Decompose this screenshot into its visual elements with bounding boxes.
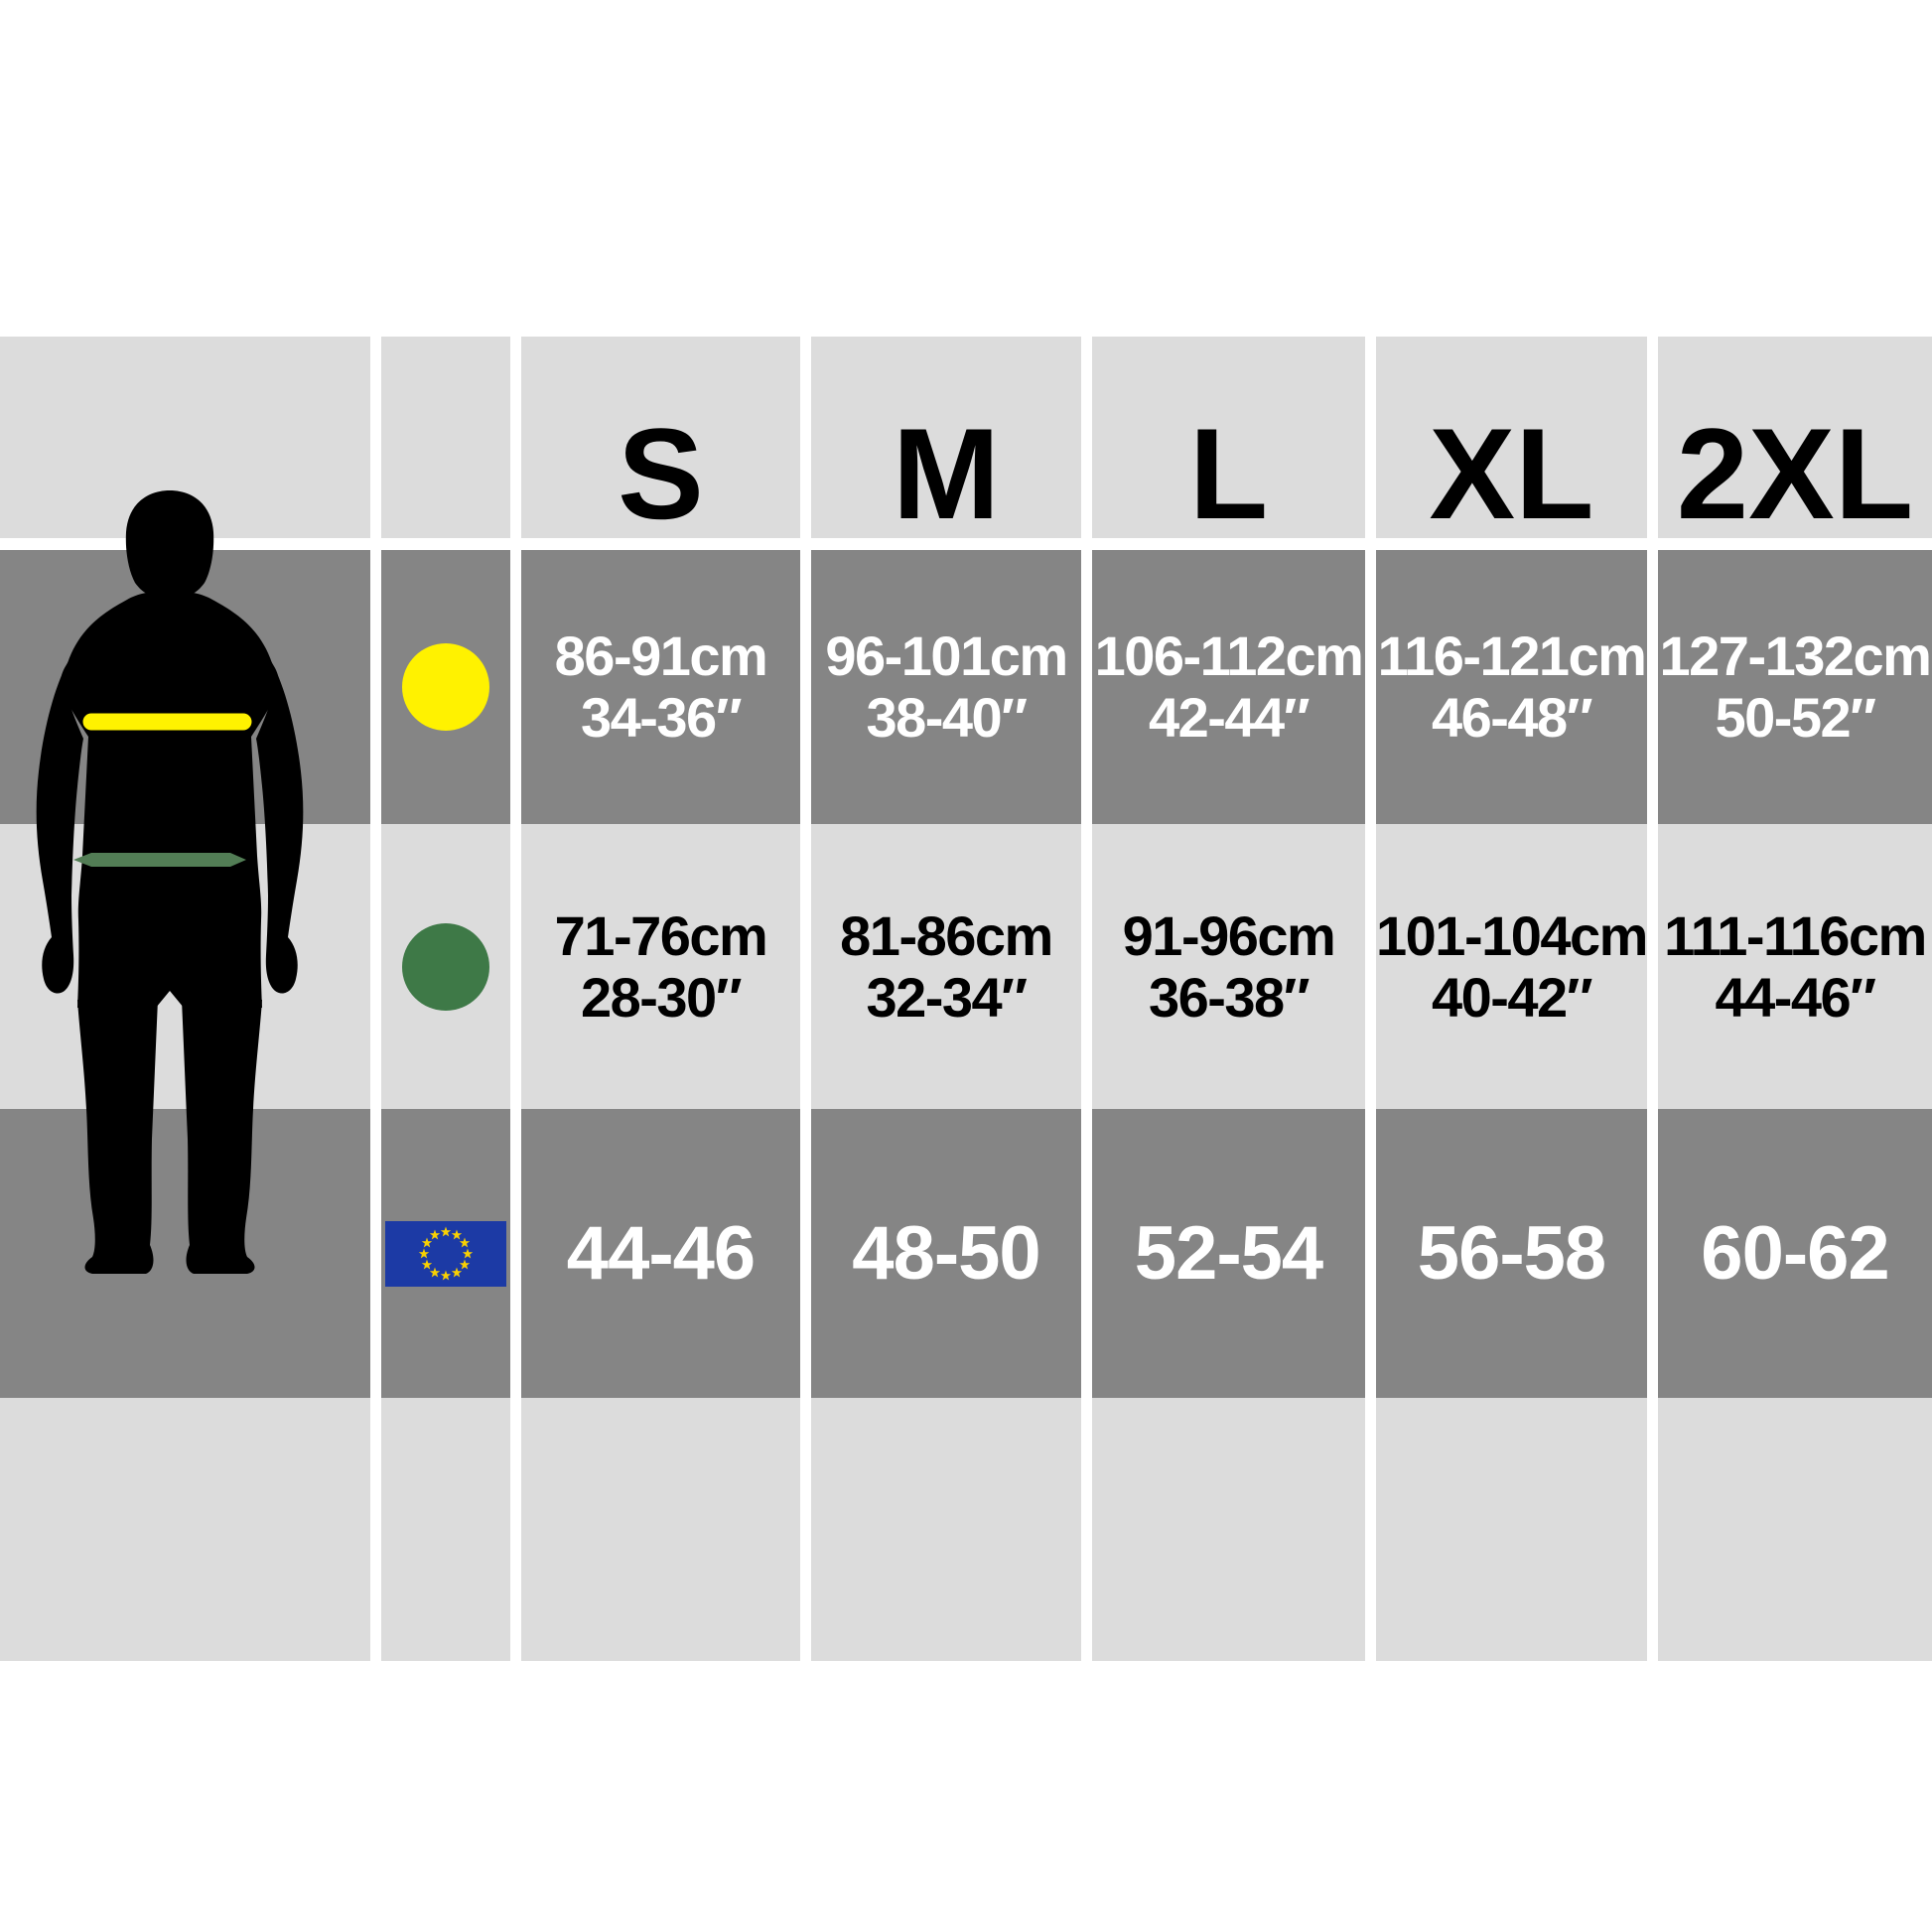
bottom-band: [811, 1398, 1081, 1661]
silhouette-head: [125, 490, 214, 599]
header-cell-l: L: [1092, 337, 1365, 538]
waist-inch-value: 28-30″: [580, 965, 743, 1029]
chest-cell-xl: 116-121cm 46-48″: [1376, 550, 1647, 824]
chest-inch-value: 50-52″: [1715, 686, 1876, 749]
chest-inch-value: 38-40″: [866, 686, 1028, 749]
waist-inch-value: 40-42″: [1431, 965, 1593, 1029]
bottom-band: [1092, 1398, 1365, 1661]
bottom-band: [1658, 1398, 1932, 1661]
header-gap: [1658, 538, 1932, 550]
marker-column-header-band: [381, 337, 510, 538]
chest-cm-value: 96-101cm: [825, 624, 1068, 687]
waist-cm-value: 71-76cm: [554, 903, 768, 967]
header-gap: [381, 538, 510, 550]
waist-cm-value: 91-96cm: [1122, 903, 1336, 967]
eu-cell-l: 52-54: [1092, 1109, 1365, 1398]
waist-cell-l: 91-96cm 36-38″: [1092, 824, 1365, 1109]
header-cell-s: S: [521, 337, 800, 538]
waist-cell-2xl: 111-116cm 44-46″: [1658, 824, 1932, 1109]
header-cell-m: M: [811, 337, 1081, 538]
eu-flag-icon: [385, 1220, 506, 1287]
waist-measure-line: [73, 853, 246, 867]
header-cell-xl: XL: [1376, 337, 1647, 538]
chest-cm-value: 116-121cm: [1377, 624, 1647, 687]
waist-cell-s: 71-76cm 28-30″: [521, 824, 800, 1109]
waist-cm-value: 111-116cm: [1664, 903, 1927, 967]
chest-cell-m: 96-101cm 38-40″: [811, 550, 1081, 824]
header-cell-2xl: 2XL: [1658, 337, 1932, 538]
eu-cell-s: 44-46: [521, 1109, 800, 1398]
chest-cell-2xl: 127-132cm 50-52″: [1658, 550, 1932, 824]
waist-cell-xl: 101-104cm 40-42″: [1376, 824, 1648, 1109]
bottom-band: [521, 1398, 800, 1661]
green-circle-icon: [402, 922, 489, 1011]
waist-cell-m: 81-86cm 32-34″: [811, 824, 1081, 1109]
chest-cm-value: 127-132cm: [1659, 624, 1932, 687]
chest-cell-s: 86-91cm 34-36″: [521, 550, 800, 824]
figure-column-eu-band: [0, 1109, 370, 1398]
chest-marker-cell: [381, 550, 510, 824]
waist-cm-value: 81-86cm: [840, 903, 1053, 967]
chest-cell-l: 106-112cm 42-44″: [1092, 550, 1365, 824]
chest-cm-value: 106-112cm: [1094, 624, 1364, 687]
male-body-silhouette: [36, 490, 304, 1274]
waist-inch-value: 36-38″: [1148, 965, 1311, 1029]
chest-cm-value: 86-91cm: [554, 624, 768, 687]
yellow-circle-icon: [402, 643, 489, 731]
waist-marker-cell: [381, 824, 510, 1109]
header-gap: [521, 538, 800, 550]
header-gap: [1092, 538, 1365, 550]
silhouette-left-leg: [77, 1000, 158, 1274]
size-table: S M L XL 2XL 86-91cm 34-36″ 96-101cm 38-…: [0, 337, 1932, 1661]
chest-inch-value: 42-44″: [1148, 686, 1311, 749]
bottom-band: [381, 1398, 510, 1661]
waist-inch-value: 32-34″: [866, 965, 1028, 1029]
chest-inch-value: 34-36″: [580, 686, 743, 749]
silhouette-left-arm: [36, 659, 83, 994]
eu-marker-cell: [381, 1109, 510, 1398]
silhouette-right-arm: [256, 659, 304, 994]
chest-inch-value: 46-48″: [1431, 686, 1593, 749]
waist-cm-value: 101-104cm: [1376, 903, 1648, 967]
eu-cell-xl: 56-58: [1376, 1109, 1647, 1398]
silhouette-torso: [60, 591, 280, 1008]
silhouette-right-leg: [182, 1000, 262, 1274]
header-gap: [811, 538, 1081, 550]
eu-cell-m: 48-50: [811, 1109, 1081, 1398]
header-gap: [1376, 538, 1647, 550]
bottom-band: [1376, 1398, 1647, 1661]
eu-cell-2xl: 60-62: [1658, 1109, 1932, 1398]
bottom-band: [0, 1398, 370, 1661]
waist-inch-value: 44-46″: [1715, 965, 1876, 1029]
